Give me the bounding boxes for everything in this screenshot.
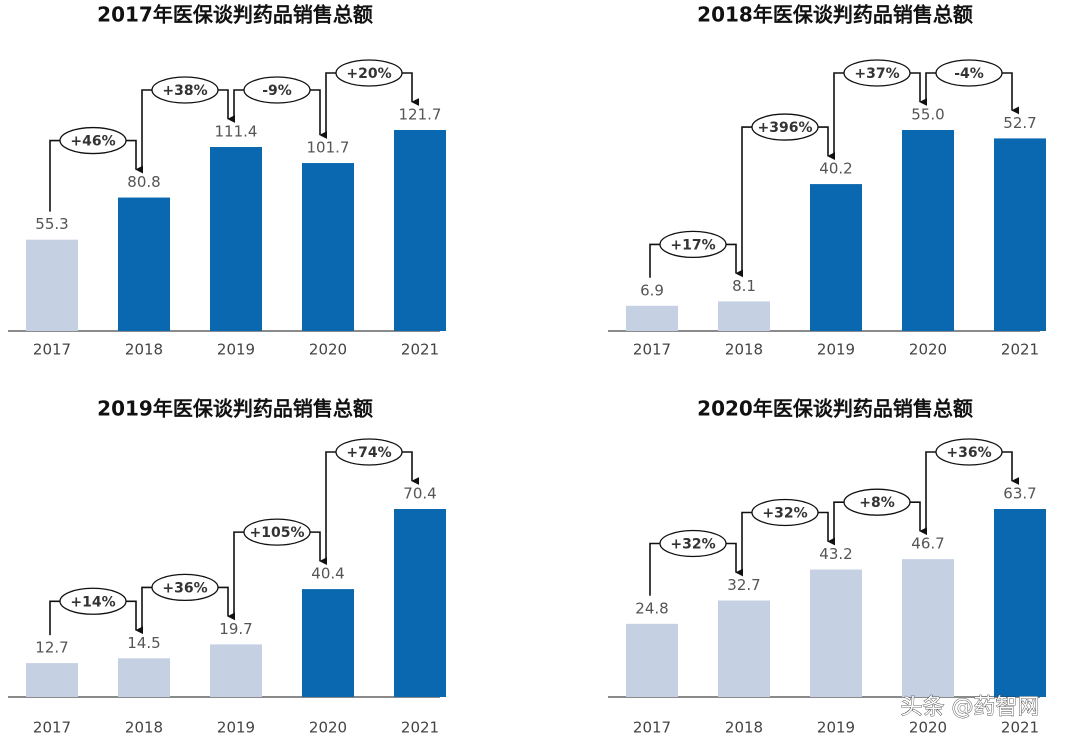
value-label: 52.7 [1003, 114, 1036, 132]
growth-label: +36% [946, 445, 991, 461]
growth-bubble [151, 573, 219, 602]
growth-bubble [151, 76, 219, 104]
growth-bubble [659, 529, 727, 558]
x-tick-label: 2020 [909, 719, 947, 737]
chart-title: 2018年医保谈判药品销售总额 [697, 3, 973, 27]
x-tick-label: 2018 [125, 719, 163, 737]
growth-bubble [59, 126, 127, 155]
value-label: 12.7 [35, 639, 68, 657]
value-label: 121.7 [399, 106, 442, 124]
bar [302, 589, 354, 697]
growth-label: +14% [70, 594, 115, 610]
value-label: 43.2 [819, 545, 852, 563]
chart-title: 2020年医保谈判药品销售总额 [697, 397, 973, 421]
growth-label: +32% [670, 536, 715, 552]
growth-label: +105% [250, 525, 305, 541]
bar [902, 130, 954, 331]
growth-bubble [59, 587, 127, 615]
growth-label: -9% [262, 83, 292, 99]
bar [626, 305, 678, 331]
x-tick-label: 2019 [817, 341, 855, 359]
value-label: 55.3 [35, 215, 68, 233]
bar [394, 130, 446, 331]
bar [994, 509, 1046, 697]
growth-bubble [243, 76, 311, 104]
value-label: 40.4 [311, 565, 344, 583]
x-tick-label: 2018 [725, 719, 763, 737]
x-tick-label: 2021 [1001, 719, 1039, 737]
chart-title: 2019年医保谈判药品销售总额 [97, 397, 373, 421]
growth-label: +37% [854, 66, 899, 82]
bar [210, 644, 262, 697]
value-label: 101.7 [307, 139, 350, 157]
value-label: 46.7 [911, 535, 944, 553]
bar [118, 658, 170, 697]
x-tick-label: 2019 [217, 341, 255, 359]
value-label: 32.7 [727, 576, 760, 594]
growth-bubble [935, 438, 1003, 466]
x-tick-label: 2018 [725, 341, 763, 359]
value-label: 80.8 [127, 173, 160, 191]
growth-bubble [243, 518, 311, 546]
x-tick-label: 2018 [125, 341, 163, 359]
bar [118, 197, 170, 331]
x-tick-label: 2020 [309, 719, 347, 737]
growth-label: +74% [346, 445, 391, 461]
x-tick-label: 2017 [633, 341, 671, 359]
growth-bubble [843, 488, 911, 516]
growth-label: +8% [859, 495, 895, 511]
bar [394, 509, 446, 697]
x-tick-label: 2019 [817, 719, 855, 737]
value-label: 19.7 [219, 620, 252, 638]
value-label: 111.4 [215, 123, 258, 141]
x-tick-label: 2020 [909, 341, 947, 359]
growth-bubble [335, 59, 403, 87]
x-tick-label: 2021 [401, 341, 439, 359]
bar [810, 569, 862, 697]
growth-bubble [751, 498, 819, 527]
chart-title: 2017年医保谈判药品销售总额 [97, 3, 373, 27]
growth-bubble [751, 113, 819, 141]
x-tick-label: 2017 [633, 719, 671, 737]
growth-label: +32% [762, 506, 807, 522]
value-label: 40.2 [819, 160, 852, 178]
value-label: 14.5 [127, 634, 160, 652]
x-tick-label: 2021 [401, 719, 439, 737]
x-tick-label: 2017 [33, 719, 71, 737]
growth-bubble [659, 230, 727, 259]
growth-label: +38% [162, 83, 207, 99]
growth-label: +396% [758, 120, 813, 136]
bar [26, 663, 78, 697]
bar [810, 184, 862, 331]
watermark: 头条 @药智网 [901, 695, 1040, 720]
value-label: 70.4 [403, 485, 436, 503]
growth-label: +17% [670, 237, 715, 253]
value-label: 55.0 [911, 106, 944, 124]
growth-label: +46% [70, 134, 115, 150]
bar [994, 138, 1046, 331]
x-tick-label: 2021 [1001, 341, 1039, 359]
growth-bubble [335, 438, 403, 466]
value-label: 6.9 [640, 281, 664, 299]
bar [718, 301, 770, 331]
growth-bubble [843, 59, 911, 87]
x-tick-label: 2019 [217, 719, 255, 737]
growth-label: +20% [346, 66, 391, 82]
growth-bubble [935, 59, 1003, 87]
bar [26, 239, 78, 331]
value-label: 8.1 [732, 277, 756, 295]
x-tick-label: 2020 [309, 341, 347, 359]
bar [718, 600, 770, 697]
x-tick-label: 2017 [33, 341, 71, 359]
value-label: 63.7 [1003, 485, 1036, 503]
bar [626, 623, 678, 697]
value-label: 24.8 [635, 599, 668, 617]
growth-label: -4% [954, 66, 984, 82]
growth-label: +36% [162, 580, 207, 596]
bar [302, 163, 354, 331]
bar [902, 559, 954, 697]
bar [210, 147, 262, 331]
